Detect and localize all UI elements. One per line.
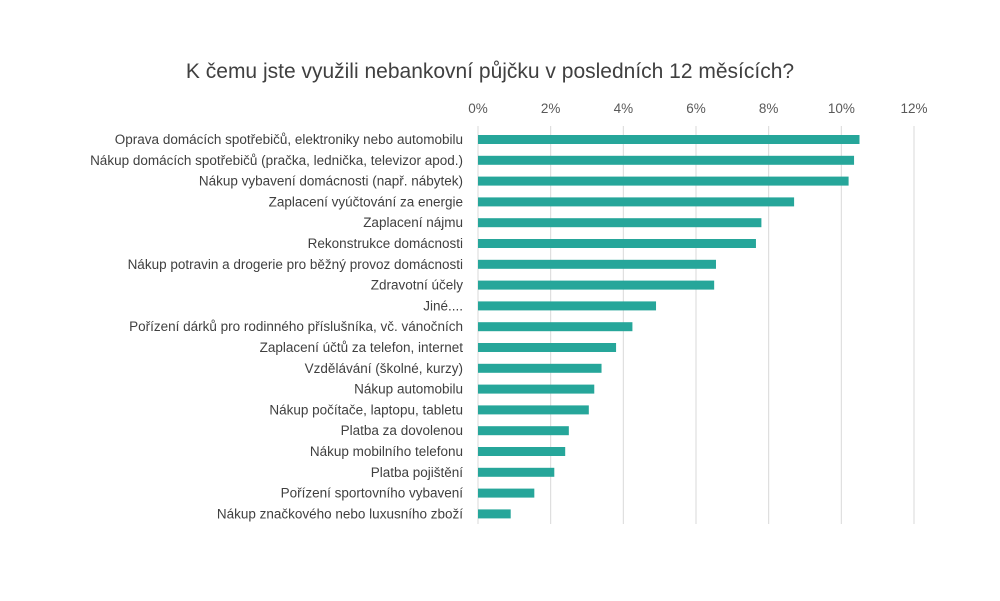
bar	[478, 259, 716, 269]
bar	[478, 343, 617, 352]
bar	[478, 384, 595, 394]
bar	[478, 488, 535, 498]
category-label: Zaplacení nájmu	[363, 215, 463, 230]
category-label: Nákup domácích spotřebičů (pračka, ledni…	[90, 153, 463, 168]
category-label: Zaplacení účtů za telefon, internet	[260, 340, 464, 355]
category-label: Nákup automobilu	[354, 382, 463, 397]
category-label: Oprava domácích spotřebičů, elektroniky …	[115, 132, 463, 147]
category-label: Nákup potravin a drogerie pro běžný prov…	[128, 257, 463, 272]
bar	[478, 239, 756, 248]
bar	[478, 176, 849, 186]
bar	[478, 467, 555, 477]
bar	[478, 280, 715, 290]
bar	[478, 426, 569, 436]
category-label: Zaplacení vyúčtování za energie	[269, 194, 463, 209]
bars	[478, 135, 860, 519]
category-label: Nákup počítače, laptopu, tabletu	[269, 402, 463, 417]
x-tick-label: 0%	[468, 101, 488, 116]
bar	[478, 218, 762, 228]
category-label: Rekonstrukce domácnosti	[308, 236, 463, 251]
category-label: Zdravotní účely	[371, 278, 464, 293]
category-label: Pořízení sportovního vybavení	[281, 486, 464, 501]
x-tick-label: 8%	[759, 101, 779, 116]
bar	[478, 155, 855, 165]
bar	[478, 197, 795, 207]
x-tick-label: 4%	[614, 101, 634, 116]
x-tick-label: 2%	[541, 101, 561, 116]
x-axis-ticks: 0% 2% 4% 6% 8% 10% 12%	[468, 101, 927, 116]
bar	[478, 322, 633, 332]
bar	[478, 363, 602, 373]
bar	[478, 447, 566, 456]
category-label: Nákup vybavení domácnosti (např. nábytek…	[199, 174, 463, 189]
category-label: Jiné....	[423, 298, 463, 313]
category-label: Platba za dovolenou	[341, 423, 463, 438]
x-tick-label: 10%	[828, 101, 855, 116]
category-labels: Oprava domácích spotřebičů, elektroniky …	[90, 132, 463, 521]
bar	[478, 509, 511, 519]
category-label: Nákup značkového nebo luxusního zboží	[217, 506, 463, 521]
category-label: Pořízení dárků pro rodinného příslušníka…	[129, 319, 463, 334]
bar	[478, 301, 657, 311]
category-label: Nákup mobilního telefonu	[310, 444, 463, 459]
x-tick-label: 12%	[900, 101, 927, 116]
category-label: Vzdělávání (školné, kurzy)	[305, 361, 463, 376]
category-label: Platba pojištění	[371, 465, 464, 480]
bar	[478, 135, 860, 144]
chart-title: K čemu jste využili nebankovní půjčku v …	[186, 60, 794, 83]
bar	[478, 405, 589, 415]
x-tick-label: 6%	[686, 101, 706, 116]
